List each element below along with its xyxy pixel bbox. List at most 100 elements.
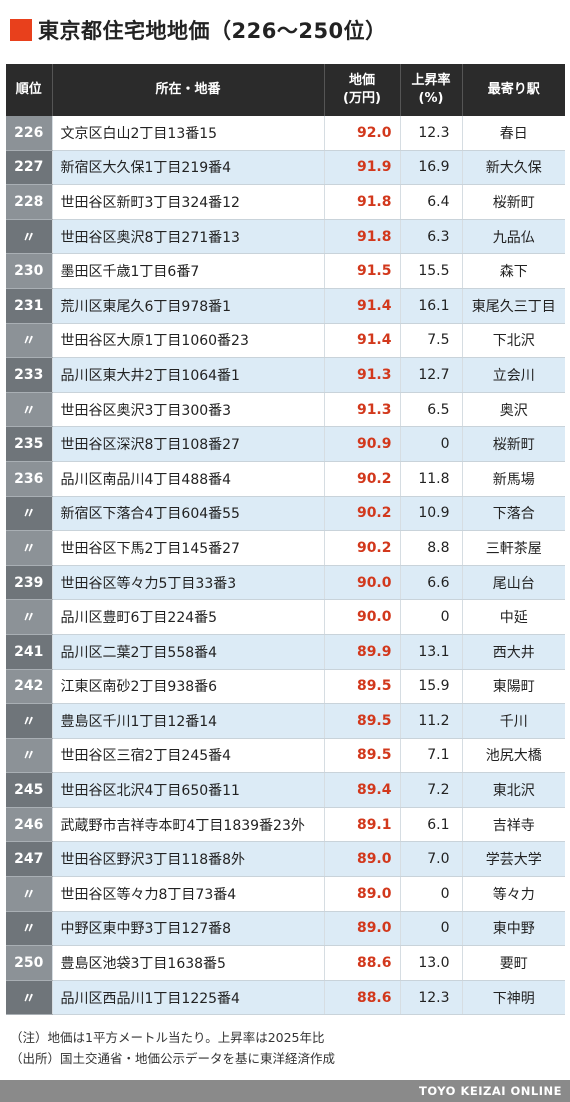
address-cell: 世田谷区奥沢3丁目300番3 [51,392,324,428]
rate-cell: 0 [399,876,462,912]
price-cell: 91.3 [323,357,400,393]
rate-cell: 0 [399,599,462,635]
price-cell: 90.2 [323,496,400,532]
address-cell: 世田谷区奥沢8丁目271番13 [51,219,324,255]
header-rate-line1: 上昇率 [411,73,451,88]
price-cell: 89.5 [323,738,400,774]
rank-cell: 〃 [6,599,52,635]
rank-cell: 241 [6,634,52,670]
station-cell: 下北沢 [461,323,565,359]
rank-cell: 245 [6,772,52,808]
price-cell: 90.2 [323,530,400,566]
price-cell: 89.0 [323,911,400,947]
station-cell: 池尻大橋 [461,738,565,774]
rank-cell: 〃 [6,980,52,1016]
price-cell: 89.5 [323,703,400,739]
price-cell: 91.4 [323,323,400,359]
price-cell: 89.9 [323,634,400,670]
station-cell: 奥沢 [461,392,565,428]
address-cell: 品川区二葉2丁目558番4 [51,634,324,670]
rank-cell: 〃 [6,496,52,532]
table-row: 228 世田谷区新町3丁目324番12 91.8 6.4 桜新町 [6,184,565,220]
station-cell: 中延 [461,599,565,635]
rank-cell: 226 [6,116,52,151]
table-row: 241 品川区二葉2丁目558番4 89.9 13.1 西大井 [6,634,565,670]
table-row: 242 江東区南砂2丁目938番6 89.5 15.9 東陽町 [6,669,565,705]
address-cell: 墨田区千歳1丁目6番7 [51,253,324,289]
address-cell: 新宿区大久保1丁目219番4 [51,150,324,186]
header-price-line1: 地価 [348,73,375,88]
station-cell: 桜新町 [461,184,565,220]
rate-cell: 0 [399,911,462,947]
price-cell: 91.9 [323,150,400,186]
station-cell: 吉祥寺 [461,807,565,843]
rate-cell: 12.7 [399,357,462,393]
price-cell: 90.9 [323,426,400,462]
header-price-line2: (万円) [343,91,381,106]
address-cell: 文京区白山2丁目13番15 [51,116,324,151]
address-cell: 世田谷区等々力8丁目73番4 [51,876,324,912]
table-row: 250 豊島区池袋3丁目1638番5 88.6 13.0 要町 [6,945,565,981]
rate-cell: 12.3 [399,980,462,1016]
table-row: 239 世田谷区等々力5丁目33番3 90.0 6.6 尾山台 [6,565,565,601]
station-cell: 新馬場 [461,461,565,497]
price-cell: 89.1 [323,807,400,843]
address-cell: 世田谷区新町3丁目324番12 [51,184,324,220]
address-cell: 新宿区下落合4丁目604番55 [51,496,324,532]
address-cell: 世田谷区深沢8丁目108番27 [51,426,324,462]
station-cell: 新大久保 [461,150,565,186]
rate-cell: 8.8 [399,530,462,566]
table-row: 226 文京区白山2丁目13番15 92.0 12.3 春日 [6,116,565,151]
address-cell: 武蔵野市吉祥寺本町4丁目1839番23外 [51,807,324,843]
station-cell: 立会川 [461,357,565,393]
table-row: 〃新宿区下落合4丁目604番55 90.2 10.9 下落合 [6,496,565,532]
price-cell: 91.8 [323,219,400,255]
table-row: 〃豊島区千川1丁目12番14 89.5 11.2 千川 [6,703,565,739]
address-cell: 品川区西品川1丁目1225番4 [51,980,324,1016]
address-cell: 世田谷区三宿2丁目245番4 [51,738,324,774]
rank-cell: 235 [6,426,52,462]
price-cell: 88.6 [323,980,400,1016]
rate-cell: 13.0 [399,945,462,981]
rank-cell: 〃 [6,911,52,947]
address-cell: 品川区東大井2丁目1064番1 [51,357,324,393]
page-title: 東京都住宅地地価（226〜250位） [38,19,387,43]
table-row: 245 世田谷区北沢4丁目650番11 89.4 7.2 東北沢 [6,772,565,808]
rate-cell: 6.3 [399,219,462,255]
table-row: 〃世田谷区奥沢8丁目271番13 91.8 6.3 九品仏 [6,219,565,255]
table-row: 236 品川区南品川4丁目488番4 90.2 11.8 新馬場 [6,461,565,497]
station-cell: 東北沢 [461,772,565,808]
publisher-footer: TOYO KEIZAI ONLINE [0,1080,570,1102]
rate-cell: 7.5 [399,323,462,359]
rank-cell: 227 [6,150,52,186]
station-cell: 三軒茶屋 [461,530,565,566]
station-cell: 桜新町 [461,426,565,462]
station-cell: 東中野 [461,911,565,947]
rank-cell: 231 [6,288,52,324]
table-row: 〃世田谷区三宿2丁目245番4 89.5 7.1 池尻大橋 [6,738,565,774]
table-row: 230 墨田区千歳1丁目6番7 91.5 15.5 森下 [6,253,565,289]
rank-cell: 228 [6,184,52,220]
address-cell: 江東区南砂2丁目938番6 [51,669,324,705]
rank-cell: 236 [6,461,52,497]
rank-cell: 242 [6,669,52,705]
table-row: 〃世田谷区等々力8丁目73番4 89.0 0 等々力 [6,876,565,912]
title-bar: 東京都住宅地地価（226〜250位） [10,14,387,46]
rate-cell: 15.5 [399,253,462,289]
rate-cell: 6.4 [399,184,462,220]
price-cell: 89.0 [323,876,400,912]
table-row: 〃品川区豊町6丁目224番5 90.0 0 中延 [6,599,565,635]
rate-cell: 15.9 [399,669,462,705]
table-row: 231 荒川区東尾久6丁目978番1 91.4 16.1 東尾久三丁目 [6,288,565,324]
rank-cell: 〃 [6,738,52,774]
rank-cell: 〃 [6,219,52,255]
rank-cell: 239 [6,565,52,601]
ranking-table: 順位 所在・地番 地価 (万円) 上昇率 (%) 最寄り駅 226 文京区白山2丁… [6,64,565,1016]
station-cell: 学芸大学 [461,841,565,878]
station-cell: 下落合 [461,496,565,532]
price-cell: 91.5 [323,253,400,289]
rank-cell: 〃 [6,703,52,739]
table-row: 233 品川区東大井2丁目1064番1 91.3 12.7 立会川 [6,357,565,393]
price-cell: 89.0 [323,841,400,878]
table-row: 247 世田谷区野沢3丁目118番8外 89.0 7.0 学芸大学 [6,841,565,878]
